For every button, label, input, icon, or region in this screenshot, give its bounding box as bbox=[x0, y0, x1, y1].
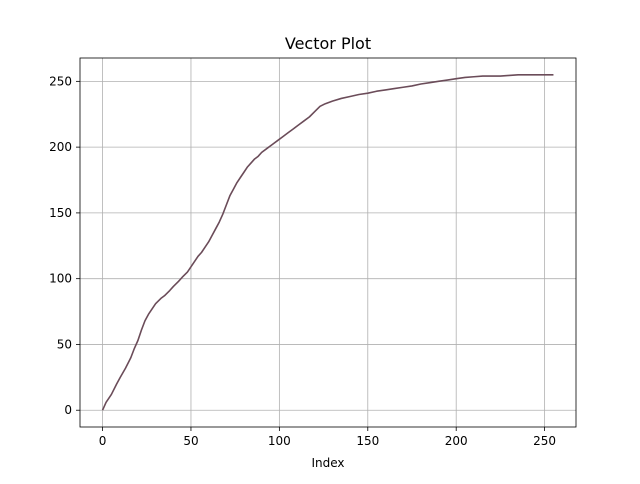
y-tick-label: 100 bbox=[49, 272, 72, 286]
grid-layer bbox=[80, 58, 576, 427]
y-tick-label: 0 bbox=[64, 403, 72, 417]
plot-frame bbox=[79, 57, 577, 428]
y-tick-label: 150 bbox=[49, 206, 72, 220]
x-tick-label: 150 bbox=[356, 434, 379, 448]
x-tick-label: 200 bbox=[445, 434, 468, 448]
chart-title: Vector Plot bbox=[285, 34, 371, 53]
series-layer bbox=[101, 73, 554, 411]
x-axis-label: Index bbox=[311, 456, 344, 470]
y-tick-label: 250 bbox=[49, 74, 72, 88]
x-tick-label: 50 bbox=[183, 434, 198, 448]
x-tick-label: 250 bbox=[533, 434, 556, 448]
y-tick-label: 200 bbox=[49, 140, 72, 154]
y-tick-label: 50 bbox=[57, 337, 72, 351]
x-tick-label: 100 bbox=[268, 434, 291, 448]
x-tick-label: 0 bbox=[99, 434, 107, 448]
axis-layer: 0 50 100 150 200 250 0 50 100 150 200 250 bbox=[49, 57, 577, 448]
series-line bbox=[101, 73, 554, 411]
